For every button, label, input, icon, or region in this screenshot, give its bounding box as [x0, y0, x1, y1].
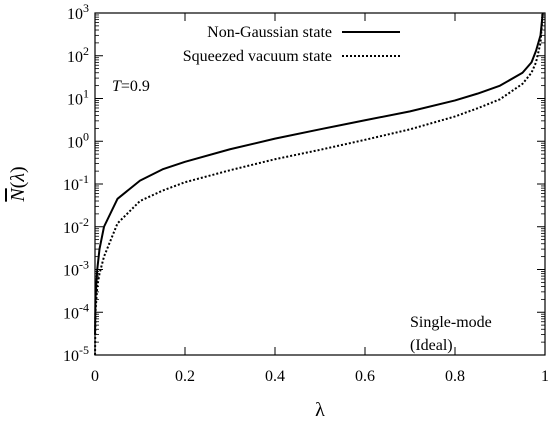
x-tick-label: 0.8 — [445, 368, 465, 385]
y-tick-label: 100 — [67, 129, 89, 151]
parameter-value: =0.9 — [121, 78, 150, 95]
legend: Non-Gaussian state Squeezed vacuum state — [183, 24, 400, 65]
x-axis-title: λ — [315, 399, 325, 421]
y-tick-label: 10-2 — [63, 215, 89, 237]
y-tick-label: 10-3 — [63, 258, 89, 280]
x-tick-label: 0 — [91, 368, 99, 385]
x-tick-label: 0.2 — [175, 368, 195, 385]
y-tick-label: 102 — [67, 44, 89, 66]
y-tick-label: 10-4 — [63, 300, 89, 322]
y-tick-label: 10-1 — [63, 172, 89, 194]
y-axis-title: N(λ) — [7, 166, 29, 202]
data-layer — [94, 12, 544, 356]
mode-annotation-line2: (Ideal) — [410, 337, 453, 354]
y-tick-label: 103 — [67, 1, 89, 23]
mode-annotation-line1: Single-mode — [410, 314, 492, 331]
parameter-symbol: T — [112, 78, 122, 95]
series-line-squeezed-vacuum — [94, 12, 544, 356]
x-tick-label: 1 — [541, 368, 549, 385]
series-line-non-gaussian — [94, 12, 544, 335]
axis-layer — [94, 12, 546, 356]
x-tick-label: 0.4 — [265, 368, 285, 385]
x-tick-label: 0.6 — [355, 368, 375, 385]
y-tick-label: 10-5 — [63, 343, 89, 365]
legend-label-non-gaussian: Non-Gaussian state — [207, 24, 332, 41]
label-layer: 10-5 10-4 10-3 10-2 10-1 100 101 102 103 0 0.2 0.4 0… — [7, 1, 549, 421]
y-tick-label: 101 — [67, 87, 89, 109]
legend-label-squeezed-vacuum: Squeezed vacuum state — [183, 48, 332, 65]
parameter-annotation: T=0.9 — [112, 78, 150, 95]
